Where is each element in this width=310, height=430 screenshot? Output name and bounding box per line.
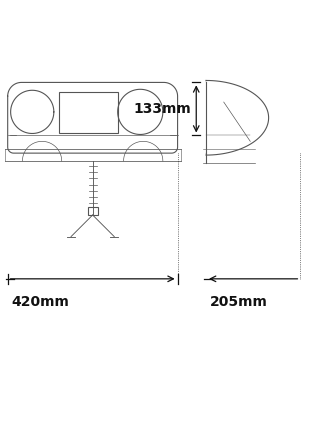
- Text: 133mm: 133mm: [133, 102, 191, 116]
- Text: 420mm: 420mm: [11, 295, 69, 309]
- Bar: [59, 92, 118, 133]
- Text: 205mm: 205mm: [210, 295, 268, 309]
- Bar: [88, 207, 98, 215]
